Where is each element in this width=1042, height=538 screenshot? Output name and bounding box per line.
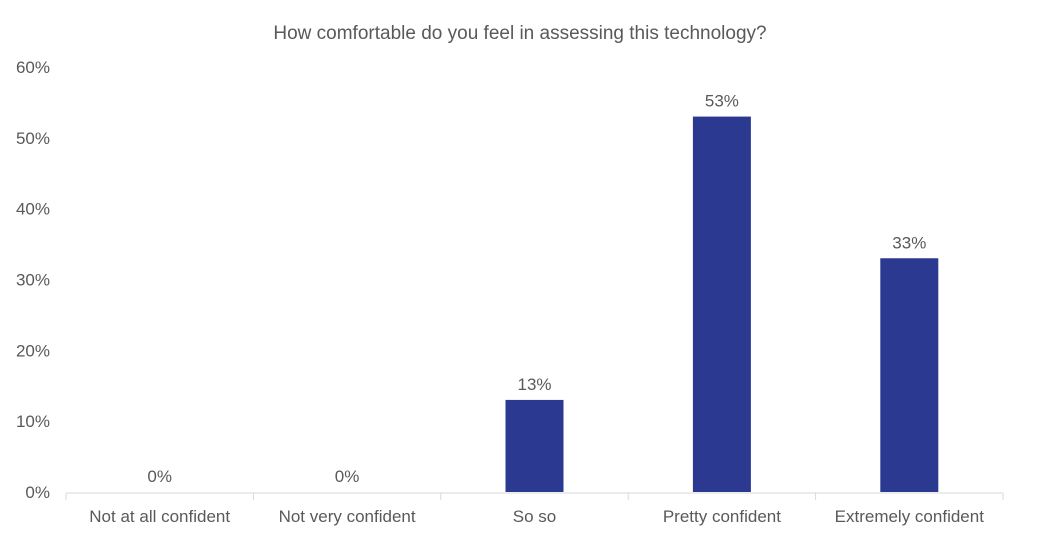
y-tick-label: 30% [16,271,50,290]
x-category-label: Not at all confident [89,507,230,526]
data-label: 13% [517,375,551,394]
y-tick-label: 10% [16,412,50,431]
y-tick-label: 60% [16,58,50,77]
data-label: 0% [147,467,172,486]
y-tick-label: 50% [16,129,50,148]
chart-title: How comfortable do you feel in assessing… [273,23,766,44]
y-tick-label: 20% [16,341,50,360]
data-label: 33% [892,233,926,252]
x-category-label: Pretty confident [663,507,781,526]
bar-so-so [505,399,564,492]
x-category-label: Not very confident [279,507,416,526]
bar-pretty-confident [692,116,751,492]
bar-extremely-confident [880,258,939,492]
y-tick-label: 40% [16,200,50,219]
data-label: 0% [335,467,360,486]
y-tick-label: 0% [25,483,50,502]
x-category-label: So so [513,507,556,526]
data-label: 53% [705,92,739,111]
x-category-label: Extremely confident [835,507,985,526]
